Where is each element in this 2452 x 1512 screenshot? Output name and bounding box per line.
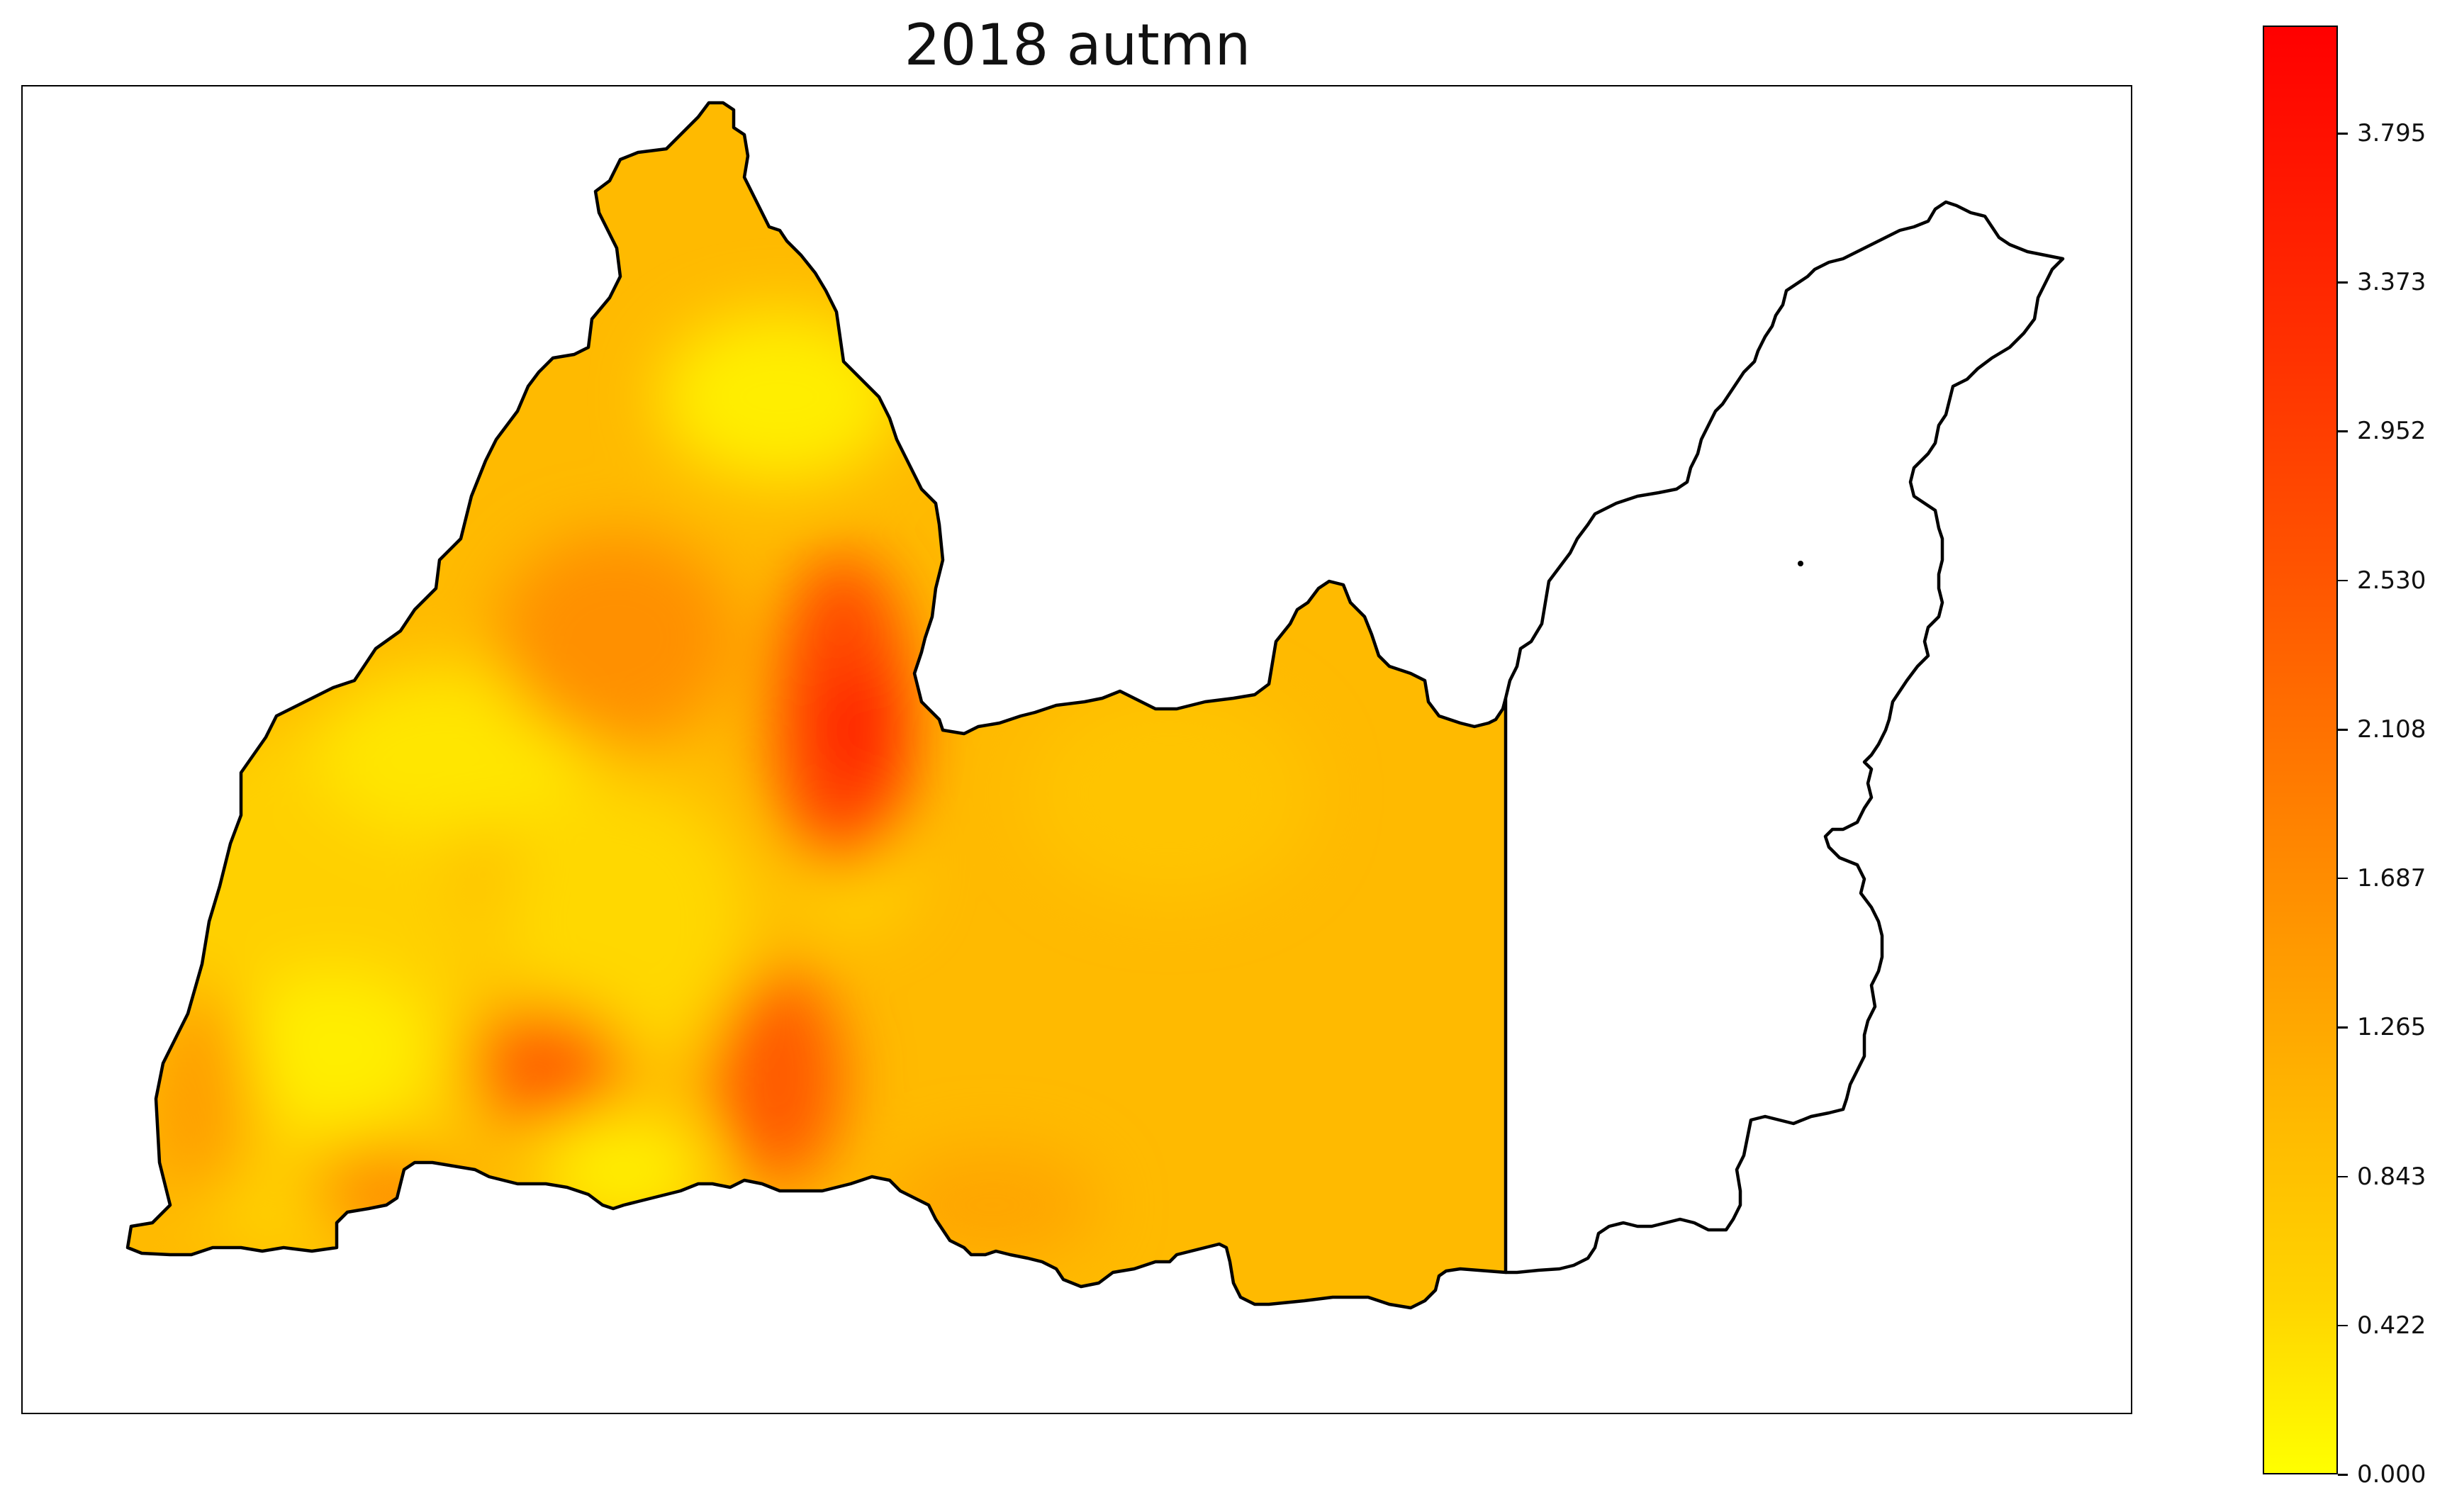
colorbar <box>2263 26 2338 1474</box>
colorbar-tick-label: 3.795 <box>2357 119 2426 148</box>
map-title: 2018 autmn <box>904 12 1251 78</box>
colorbar-tick-label: 2.530 <box>2357 566 2426 595</box>
colorbar-tick-mark <box>2338 579 2348 582</box>
colorbar-tick-mark <box>2338 877 2348 880</box>
colorbar-tick-mark <box>2338 133 2348 135</box>
colorbar-tick-mark <box>2338 1175 2348 1178</box>
colorbar-tick-label: 3.373 <box>2357 268 2426 297</box>
district-boundary-east <box>1504 200 2065 1275</box>
colorbar-tick-mark <box>2338 430 2348 432</box>
island-marker <box>1798 561 1803 566</box>
colorbar-tick-label: 0.000 <box>2357 1460 2426 1489</box>
colorbar-tick-mark <box>2338 1026 2348 1029</box>
colorbar-tick-mark <box>2338 729 2348 731</box>
district-boundary-west <box>125 101 1508 1310</box>
colorbar-tick-label: 2.952 <box>2357 417 2426 446</box>
map-frame <box>21 85 2132 1414</box>
colorbar-tick-label: 1.687 <box>2357 863 2426 892</box>
colorbar-tick-label: 1.265 <box>2357 1013 2426 1042</box>
colorbar-tick-mark <box>2338 281 2348 284</box>
colorbar-tick-mark <box>2338 1324 2348 1327</box>
colorbar-tick-mark <box>2338 1474 2348 1476</box>
colorbar-tick-label: 0.422 <box>2357 1311 2426 1340</box>
colorbar-tick-label: 0.843 <box>2357 1162 2426 1191</box>
colorbar-tick-label: 2.108 <box>2357 715 2426 744</box>
